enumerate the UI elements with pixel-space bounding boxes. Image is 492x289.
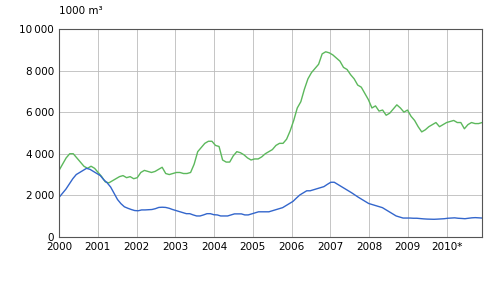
Legend: Commercial buildings, Office buildings: Commercial buildings, Office buildings: [132, 288, 409, 289]
Text: 1000 m³: 1000 m³: [59, 6, 103, 16]
